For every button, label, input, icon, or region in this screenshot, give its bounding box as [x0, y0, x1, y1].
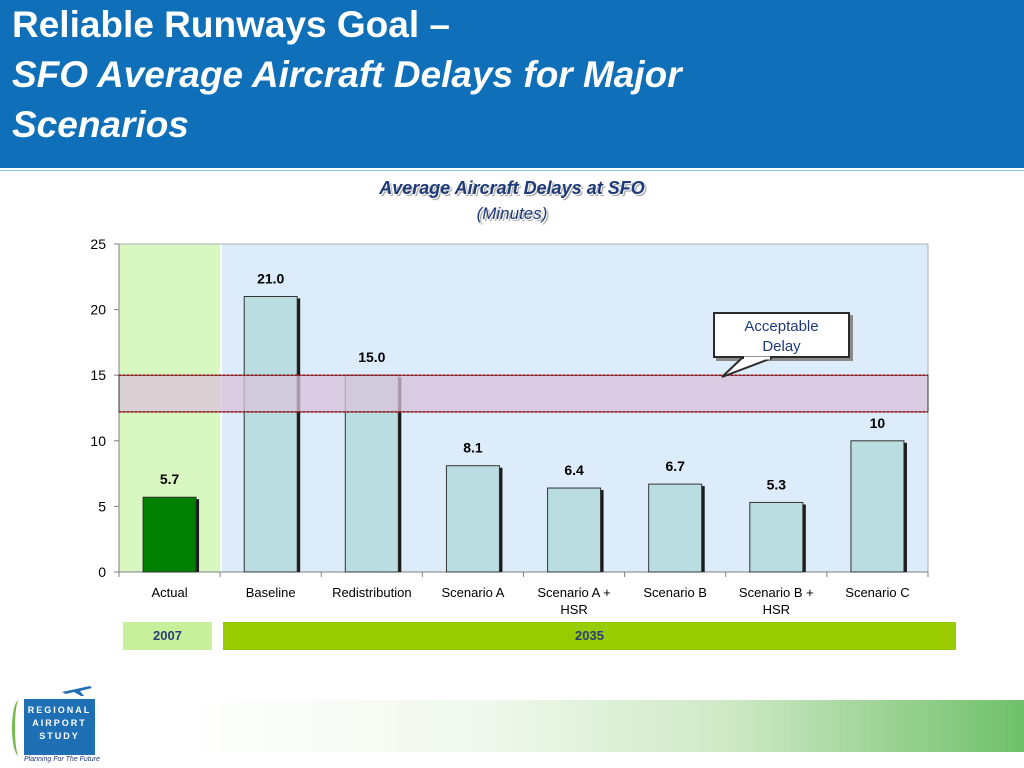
- title-line-3: Scenarios: [12, 104, 189, 145]
- logo-arc: [12, 700, 26, 756]
- data-label: 10: [870, 415, 886, 431]
- logo-line-3: STUDY: [39, 731, 80, 741]
- data-label: 6.7: [665, 458, 685, 474]
- x-tick-label: Scenario B + HSR: [739, 585, 814, 617]
- banner-rule: [0, 170, 1024, 171]
- bar: [243, 295, 298, 573]
- slide-title: Reliable Runways Goal – SFO Average Airc…: [12, 0, 682, 150]
- acceptable-delay-band: [118, 374, 929, 413]
- x-tick-label: Scenario B: [643, 585, 707, 600]
- callout-line-1: Acceptable: [744, 318, 819, 335]
- period-label-2007: 2007: [123, 622, 212, 650]
- data-label: 6.4: [564, 462, 584, 478]
- callout-line-2: Delay: [762, 338, 801, 355]
- logo-line-1: REGIONAL: [27, 705, 92, 715]
- data-label: 15.0: [358, 349, 385, 365]
- x-tick-label: Scenario A: [442, 585, 505, 600]
- y-tick-label: 10: [90, 433, 106, 449]
- footer-band: [180, 700, 1024, 752]
- x-tick-label: Baseline: [246, 585, 296, 600]
- chart-title: Average Aircraft Delays at SFO: [379, 178, 645, 198]
- data-label: 5.3: [767, 476, 787, 492]
- y-tick-label: 25: [90, 236, 106, 252]
- chart-subtitle: (Minutes): [476, 204, 548, 223]
- y-tick-label: 5: [98, 498, 106, 514]
- y-tick-label: 15: [90, 367, 106, 383]
- x-tick-label: Scenario A + HSR: [537, 585, 610, 617]
- bar: [445, 465, 500, 573]
- x-tick-label: Actual: [151, 585, 187, 600]
- airplane-icon: [62, 686, 92, 696]
- bar: [547, 487, 602, 573]
- period-label-2035: 2035: [223, 622, 956, 650]
- title-line-2: SFO Average Aircraft Delays for Major: [12, 54, 682, 95]
- logo-tagline: Planning For The Future: [24, 756, 100, 763]
- x-tick-label: Redistribution: [332, 585, 412, 600]
- y-tick-label: 20: [90, 302, 106, 318]
- bar: [142, 496, 197, 573]
- logo-line-2: AIRPORT: [32, 718, 87, 728]
- data-label: 21.0: [257, 270, 284, 286]
- title-line-1: Reliable Runways Goal –: [12, 4, 450, 45]
- bar: [749, 501, 804, 573]
- data-label: 8.1: [463, 440, 483, 456]
- x-tick-label: Scenario C: [845, 585, 909, 600]
- title-banner: Reliable Runways Goal – SFO Average Airc…: [0, 0, 1024, 168]
- bar: [648, 483, 703, 573]
- y-tick-label: 0: [98, 564, 106, 580]
- regional-airport-study-logo: REGIONAL AIRPORT STUDY: [24, 699, 95, 755]
- acceptable-delay-callout: Acceptable Delay: [713, 312, 850, 358]
- data-label: 5.7: [160, 471, 180, 487]
- bar: [850, 440, 905, 573]
